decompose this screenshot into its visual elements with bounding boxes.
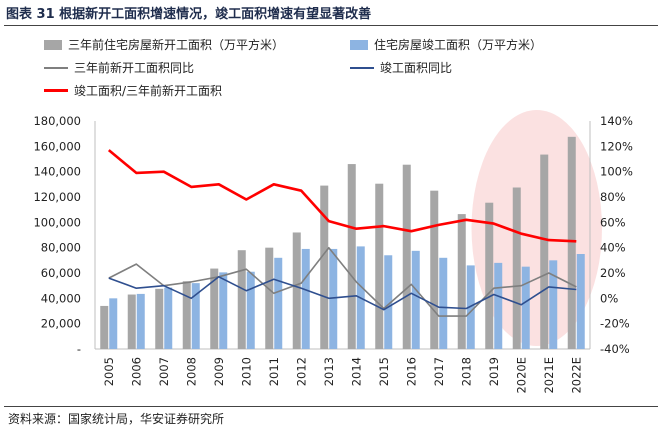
x-axis-tick-label: 2005 <box>102 357 116 386</box>
bar-completed <box>466 265 475 349</box>
x-axis-tick-label: 2022E <box>569 357 583 394</box>
right-axis-tick-label: 80% <box>600 190 626 204</box>
line-new-starts-yoy <box>108 246 577 317</box>
legend-swatch-bar-blue <box>350 39 368 50</box>
legend-swatch-line-red <box>44 89 68 92</box>
x-axis-tick-label: 2006 <box>129 357 143 386</box>
bar-completed <box>136 293 145 349</box>
bar-completed <box>246 271 255 349</box>
x-axis-tick-label: 2020E <box>514 357 528 394</box>
bar-new-starts <box>182 281 191 349</box>
x-axis-tick-label: 2010 <box>239 357 253 386</box>
bar-completed <box>576 254 585 349</box>
bar-new-starts <box>512 187 521 349</box>
bar-new-starts <box>567 136 576 349</box>
left-axis-tick-label: 140,000 <box>33 165 81 179</box>
legend-item-new-starts-yoy: 三年前新开工面积同比 <box>44 59 194 76</box>
bar-completed <box>164 287 173 349</box>
right-axis-tick-label: 100% <box>600 165 633 179</box>
bar-new-starts <box>210 268 219 349</box>
left-axis-tick-label: 160,000 <box>33 139 81 153</box>
x-axis-tick-label: 2015 <box>377 357 391 386</box>
legend-swatch-line-gray <box>44 66 68 69</box>
legend-label: 三年前住宅房屋新开工面积（万平方米） <box>68 38 285 52</box>
bar-new-starts <box>457 214 466 349</box>
right-axis-tick-label: 140% <box>600 114 633 128</box>
bar-completed <box>549 260 558 349</box>
legend-label: 竣工面积/三年前新开工面积 <box>74 84 223 98</box>
legend-label: 三年前新开工面积同比 <box>74 61 195 75</box>
bar-new-starts <box>100 305 109 349</box>
x-axis-tick-label: 2017 <box>432 357 446 386</box>
left-axis-tick-label: 60,000 <box>41 266 81 280</box>
left-axis-tick-label: - <box>77 342 81 356</box>
left-axis-tick-label: 40,000 <box>41 291 81 305</box>
bar-completed <box>301 248 310 349</box>
bar-new-starts <box>320 185 329 349</box>
legend-swatch-bar-gray <box>44 39 62 50</box>
legend-item-completed: 住宅房屋竣工面积（万平方米） <box>350 36 542 53</box>
bar-new-starts <box>347 164 356 349</box>
bar-completed <box>439 257 448 349</box>
x-axis-tick-label: 2012 <box>294 357 308 386</box>
legend-swatch-line-navy <box>350 66 374 69</box>
line-completion-ratio <box>107 149 577 243</box>
x-axis-tick-label: 2021E <box>542 357 556 394</box>
source-note: 资料来源：国家统计局，华安证券研究所 <box>8 412 225 426</box>
bar-new-starts <box>485 202 494 349</box>
x-axis-tick-label: 2007 <box>157 357 171 386</box>
right-axis-tick-label: 0% <box>600 291 618 305</box>
right-axis-tick-label: 20% <box>600 266 626 280</box>
title-divider <box>4 25 658 26</box>
line-completed-yoy <box>108 275 577 311</box>
chart-title: 图表 31 根据新开工面积增速情况，竣工面积增速有望显著改善 <box>6 7 372 22</box>
x-axis-tick-label: 2018 <box>459 357 473 386</box>
bar-completed <box>109 298 118 349</box>
left-axis-tick-label: 180,000 <box>33 114 81 128</box>
x-axis-tick-label: 2016 <box>404 357 418 386</box>
x-axis-tick-label: 2014 <box>349 357 363 386</box>
legend: 三年前住宅房屋新开工面积（万平方米） 住宅房屋竣工面积（万平方米） 三年前新开工… <box>44 36 604 106</box>
bar-completed <box>494 262 503 349</box>
left-axis-tick-label: 20,000 <box>41 317 81 331</box>
legend-label: 竣工面积同比 <box>380 61 453 75</box>
left-axis-tick-label: 120,000 <box>33 190 81 204</box>
bar-new-starts <box>155 288 164 349</box>
x-axis-tick-label: 2019 <box>487 357 501 386</box>
right-axis-tick-label: -40% <box>600 342 630 356</box>
bar-completed <box>274 257 283 349</box>
bar-new-starts <box>292 232 301 349</box>
legend-item-ratio: 竣工面积/三年前新开工面积 <box>44 82 222 99</box>
legend-item-new-starts: 三年前住宅房屋新开工面积（万平方米） <box>44 36 284 53</box>
right-axis-tick-label: 40% <box>600 241 626 255</box>
bar-completed <box>219 272 228 349</box>
x-axis-tick-label: 2013 <box>322 357 336 386</box>
bar-new-starts <box>127 294 136 349</box>
bar-completed <box>191 283 200 349</box>
bar-completed <box>329 248 338 349</box>
legend-item-completed-yoy: 竣工面积同比 <box>350 59 452 76</box>
x-axis-tick-label: 2011 <box>267 357 281 386</box>
x-axis-tick-label: 2008 <box>184 357 198 386</box>
right-axis-tick-label: 120% <box>600 139 633 153</box>
bar-completed <box>411 250 420 349</box>
bar-completed <box>521 266 530 349</box>
bar-new-starts <box>237 250 246 349</box>
bar-new-starts <box>540 154 549 349</box>
bar-completed <box>384 255 393 349</box>
footer-divider <box>4 406 658 407</box>
bar-new-starts <box>430 190 439 349</box>
bar-new-starts <box>402 164 411 349</box>
right-axis-tick-label: 60% <box>600 215 626 229</box>
bar-new-starts <box>265 247 274 349</box>
bar-new-starts <box>375 183 384 349</box>
legend-label: 住宅房屋竣工面积（万平方米） <box>374 38 543 52</box>
x-axis-tick-label: 2009 <box>212 357 226 386</box>
left-axis-tick-label: 80,000 <box>41 241 81 255</box>
right-axis-tick-label: -20% <box>600 317 630 331</box>
left-axis-tick-label: 100,000 <box>33 215 81 229</box>
